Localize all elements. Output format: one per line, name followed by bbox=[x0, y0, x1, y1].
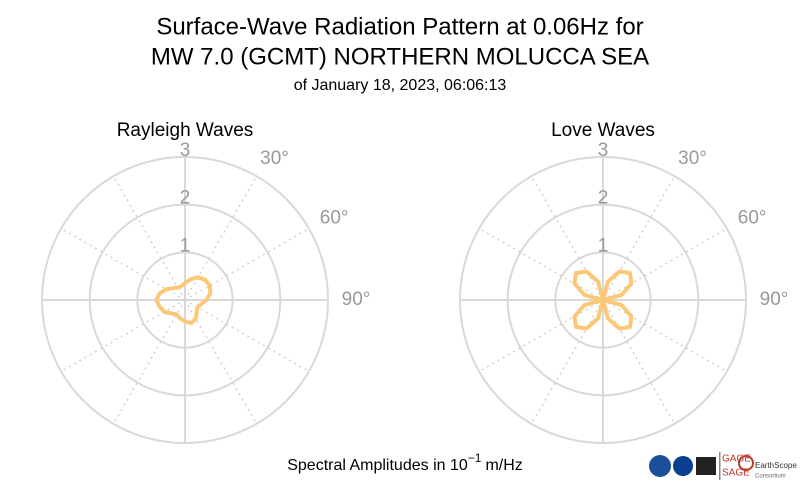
subplot-title: Rayleigh Waves bbox=[117, 120, 254, 141]
caption-text: Spectral Amplitudes in 10 bbox=[287, 457, 468, 474]
subplot-title: Love Waves bbox=[551, 120, 655, 141]
theta-grid-line bbox=[530, 175, 604, 301]
r-grid-circle bbox=[459, 156, 747, 444]
logo bbox=[696, 457, 716, 475]
logo bbox=[719, 452, 721, 480]
theta-grid-line bbox=[530, 299, 604, 425]
r-tick-label: 1 bbox=[180, 235, 191, 256]
theta-tick-label: 30° bbox=[678, 148, 707, 169]
theta-tick-label: 90° bbox=[342, 289, 371, 310]
r-tick-label: 2 bbox=[598, 188, 609, 209]
logo-text: GAGE bbox=[722, 454, 751, 465]
theta-tick-label: 60° bbox=[320, 208, 349, 229]
logo bbox=[738, 455, 754, 471]
logos: GAGE SAGE EarthScope Consortium bbox=[649, 452, 797, 480]
r-tick-label: 2 bbox=[180, 188, 191, 209]
theta-grid-line bbox=[112, 175, 186, 301]
theta-tick-label: 90° bbox=[760, 289, 789, 310]
theta-grid-line bbox=[184, 175, 258, 301]
caption: Spectral Amplitudes in 10−1 m/Hz bbox=[287, 451, 523, 474]
theta-grid-line bbox=[602, 227, 728, 301]
r-grid-circle bbox=[41, 156, 329, 444]
theta-grid-line bbox=[184, 299, 310, 373]
r-tick-label: 3 bbox=[180, 140, 191, 161]
theta-grid-line bbox=[602, 299, 676, 425]
theta-grid-line bbox=[478, 299, 604, 373]
r-grid-circle bbox=[88, 203, 282, 397]
r-grid-circle bbox=[554, 251, 652, 349]
logo bbox=[673, 456, 693, 476]
theta-grid-line bbox=[478, 227, 604, 301]
logo-text: EarthScope bbox=[755, 461, 797, 470]
logo bbox=[649, 455, 671, 477]
r-tick-label: 1 bbox=[598, 235, 609, 256]
theta-grid-line bbox=[602, 175, 676, 301]
r-tick-label: 3 bbox=[598, 140, 609, 161]
theta-tick-label: 60° bbox=[738, 208, 767, 229]
pattern-line bbox=[572, 269, 634, 331]
r-grid-circle bbox=[506, 203, 700, 397]
title-line: MW 7.0 (GCMT) NORTHERN MOLUCCA SEA bbox=[151, 43, 649, 70]
subtitle: of January 18, 2023, 06:06:13 bbox=[294, 77, 507, 94]
theta-grid-line bbox=[184, 227, 310, 301]
r-grid-circle bbox=[136, 251, 234, 349]
caption-unit: m/Hz bbox=[485, 457, 522, 474]
caption-exponent: −1 bbox=[468, 451, 482, 465]
theta-grid-line bbox=[602, 299, 728, 373]
title-line: Surface-Wave Radiation Pattern at 0.06Hz… bbox=[156, 13, 643, 40]
theta-tick-label: 30° bbox=[260, 148, 289, 169]
pattern-line bbox=[154, 275, 213, 326]
logo-text: SAGE bbox=[722, 468, 750, 479]
theta-grid-line bbox=[112, 299, 186, 425]
logo-text: Consortium bbox=[755, 474, 786, 480]
